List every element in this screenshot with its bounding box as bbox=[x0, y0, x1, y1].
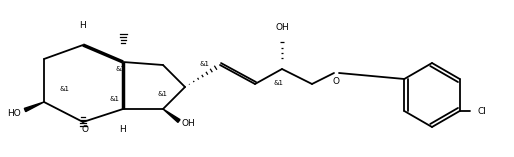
Text: &1: &1 bbox=[200, 61, 210, 67]
Polygon shape bbox=[24, 102, 44, 112]
Text: &1: &1 bbox=[60, 86, 70, 92]
Text: O: O bbox=[333, 76, 340, 86]
Text: OH: OH bbox=[181, 119, 195, 128]
Text: OH: OH bbox=[275, 22, 289, 32]
Polygon shape bbox=[163, 109, 180, 122]
Text: &1: &1 bbox=[273, 80, 283, 86]
Text: Cl: Cl bbox=[478, 106, 487, 116]
Text: HO: HO bbox=[7, 108, 21, 117]
Text: &1: &1 bbox=[157, 91, 167, 97]
Text: H: H bbox=[120, 125, 126, 133]
Text: &1: &1 bbox=[116, 66, 126, 72]
Text: &1: &1 bbox=[110, 96, 120, 102]
Text: H: H bbox=[80, 21, 86, 30]
Text: O: O bbox=[82, 125, 88, 135]
